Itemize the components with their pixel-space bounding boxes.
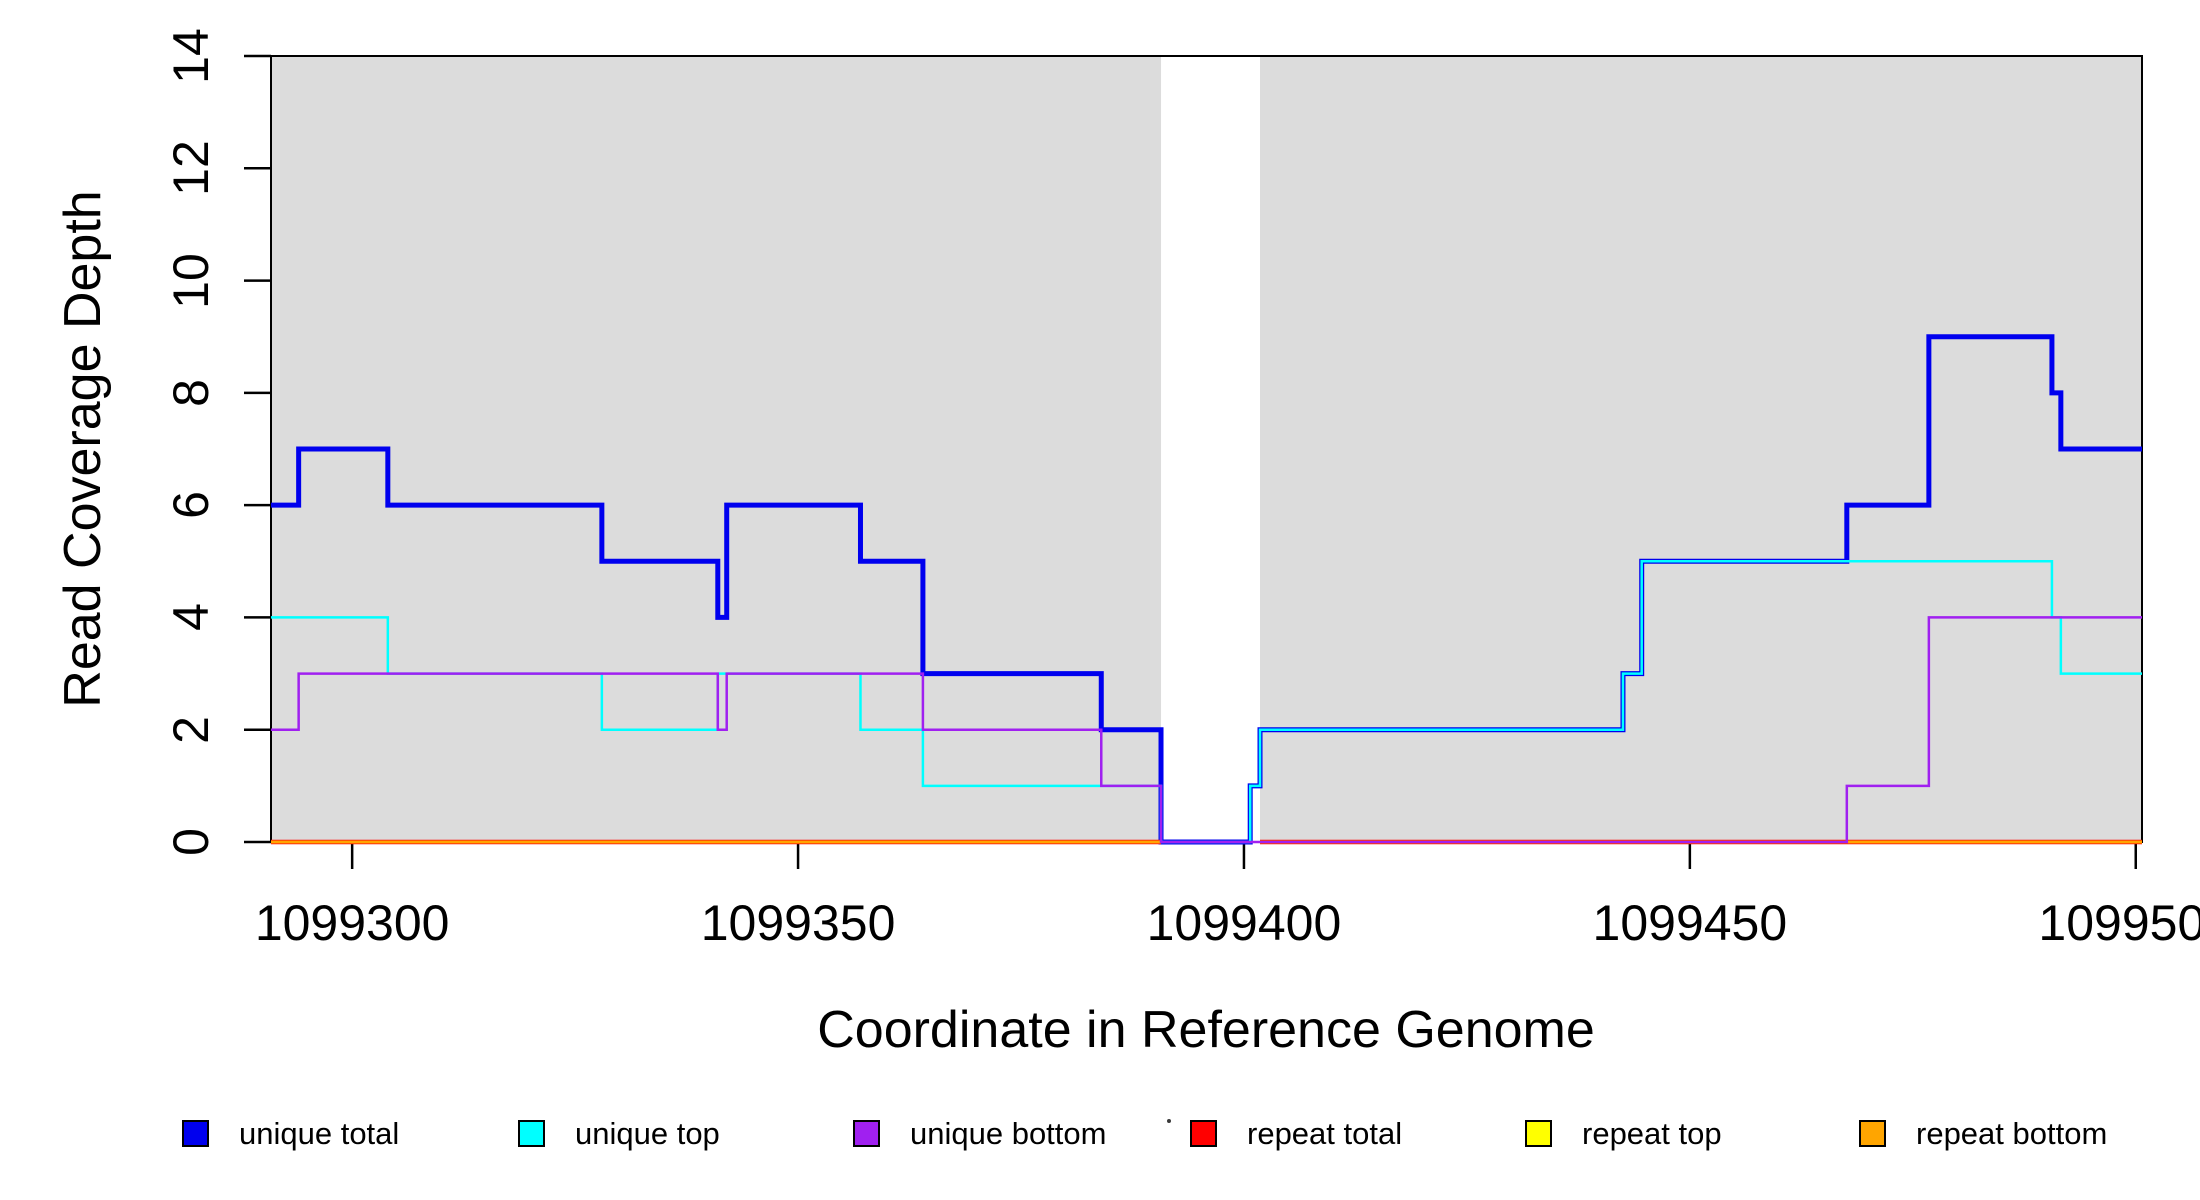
y-axis-title: Read Coverage Depth	[54, 190, 112, 708]
y-tick-label: 4	[163, 603, 219, 632]
y-tick-label: 6	[163, 491, 219, 520]
y-tick-label: 12	[163, 140, 219, 197]
x-axis-title: Coordinate in Reference Genome	[817, 1001, 1595, 1059]
x-tick-label: 1099400	[1146, 895, 1342, 951]
x-tick-label: 1099300	[254, 895, 450, 951]
shaded-background-regions	[271, 56, 2142, 842]
stray-dot-artifact	[1167, 1119, 1171, 1123]
y-tick-label: 10	[163, 252, 219, 309]
coverage-region-background	[271, 56, 1162, 842]
y-tick-label: 0	[163, 828, 219, 856]
y-tick-label: 8	[163, 378, 219, 407]
x-tick-label: 1099450	[1592, 895, 1788, 951]
series-line-unique-bottom	[271, 616, 2142, 844]
x-tick-label: 1099350	[700, 895, 896, 951]
coverage-step-lines	[271, 334, 2142, 845]
y-tick-label: 14	[163, 28, 219, 84]
coverage-region-background	[1260, 56, 2142, 842]
axis-tick-marks	[244, 54, 2138, 869]
y-tick-label: 2	[163, 715, 219, 744]
